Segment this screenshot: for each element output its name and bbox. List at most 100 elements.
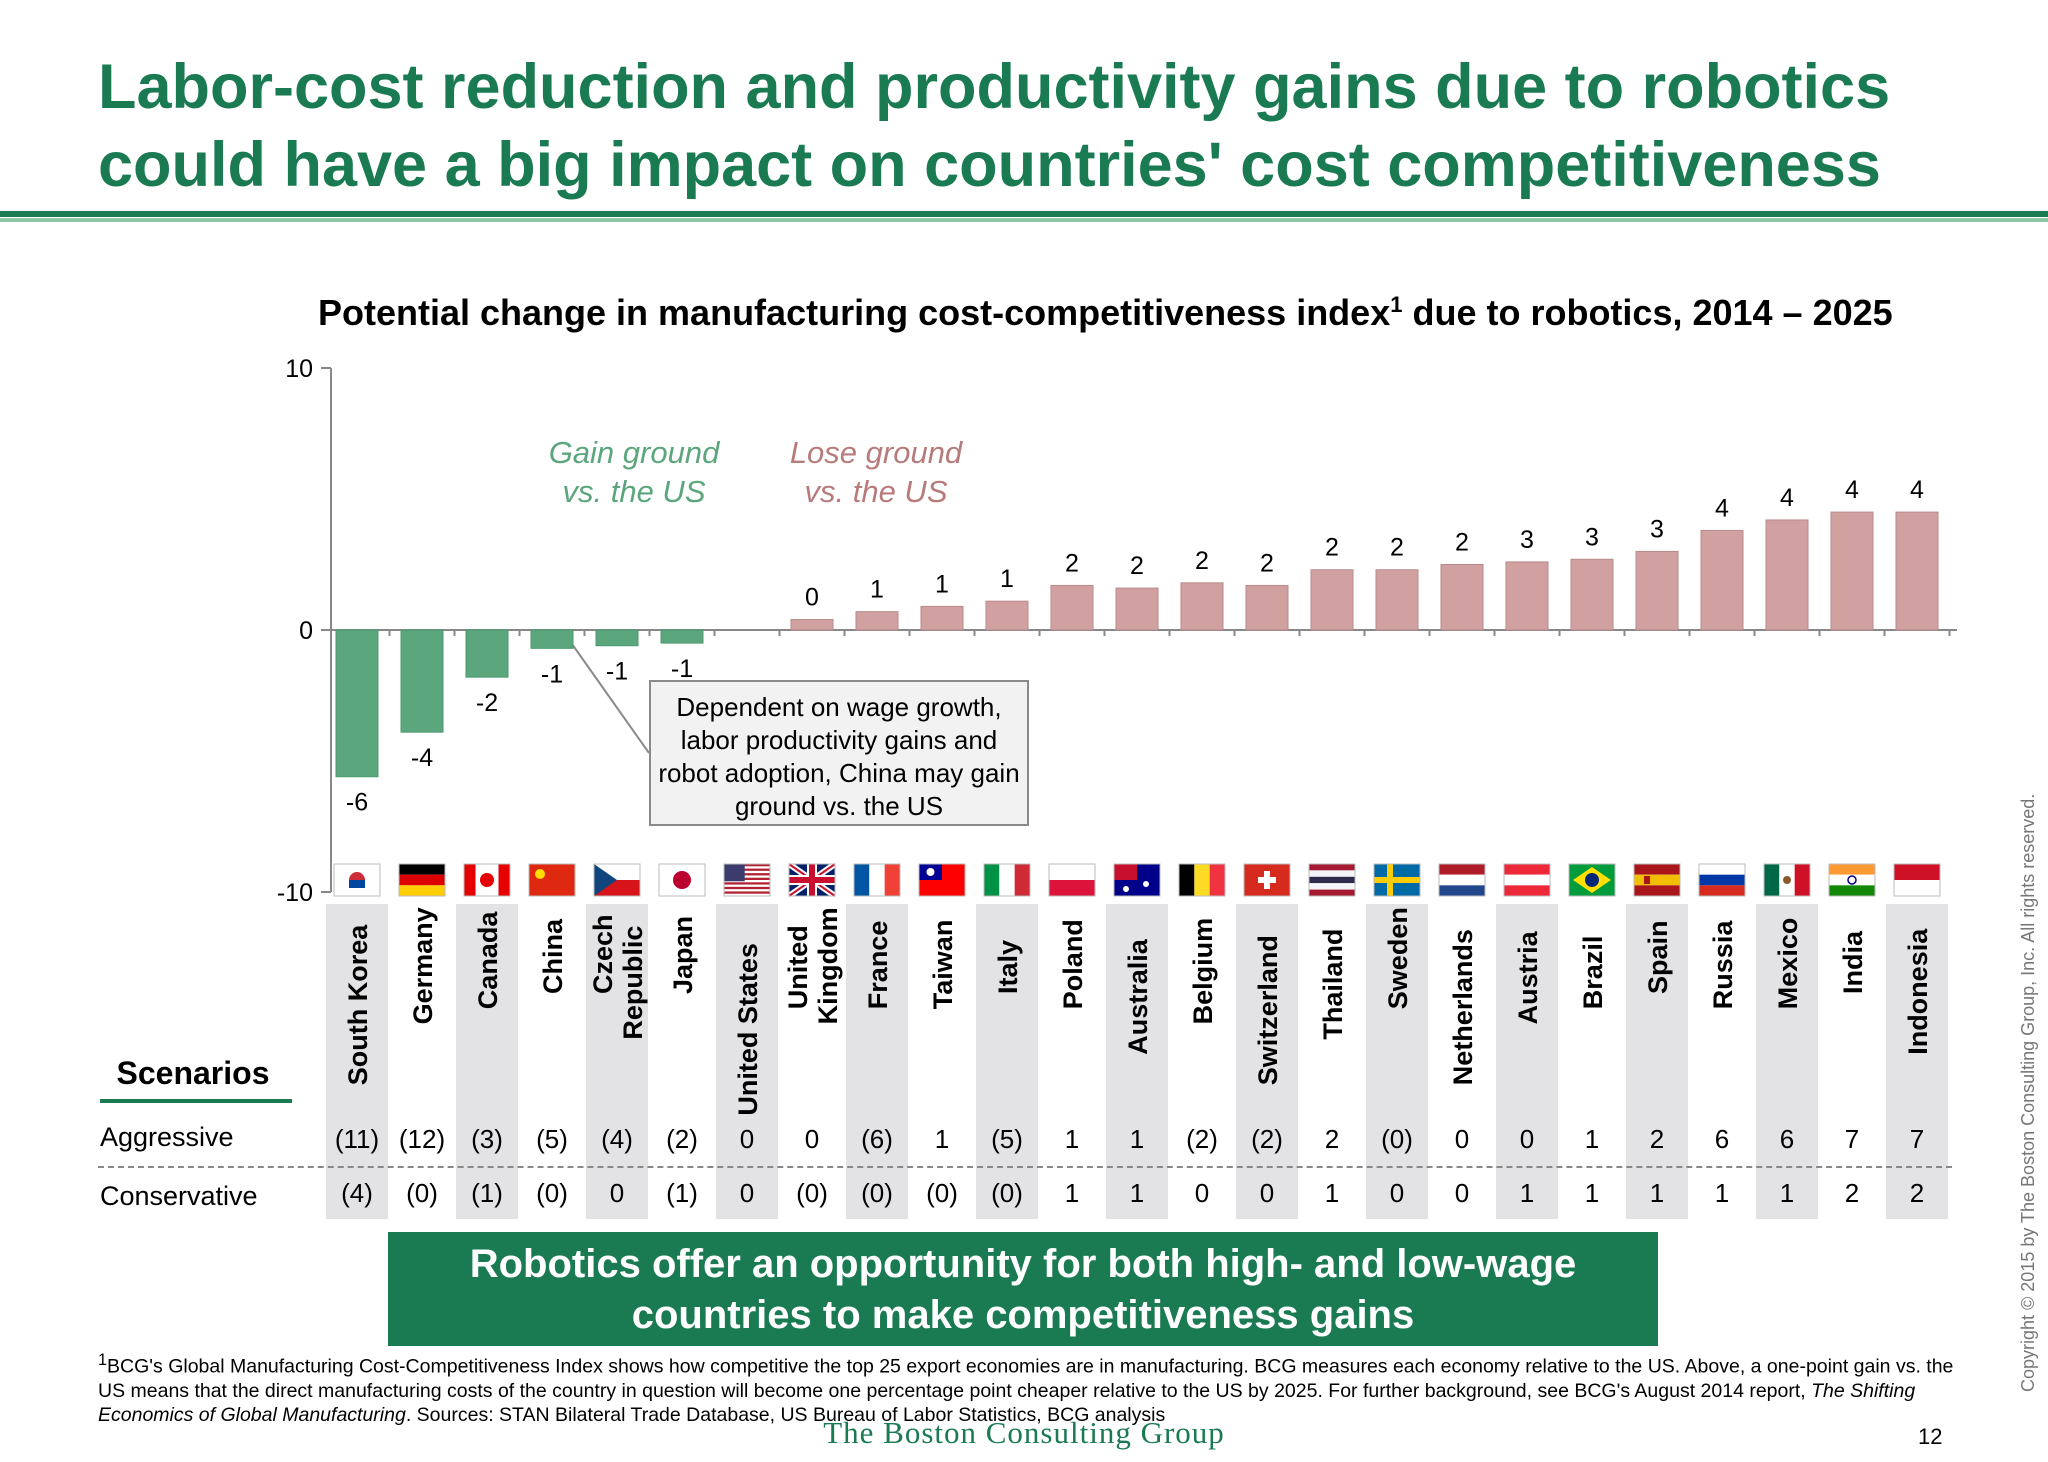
gain-ground-label: Gain ground vs. the US xyxy=(548,435,720,509)
bar-china xyxy=(530,629,574,649)
aggressive-value: (5) xyxy=(536,1124,568,1154)
aggressive-value: 1 xyxy=(1130,1124,1144,1154)
scenarios-rule xyxy=(100,1099,292,1103)
bar-united-kingdom xyxy=(790,619,834,631)
aggressive-value: 1 xyxy=(935,1124,949,1154)
canada-flag-icon xyxy=(463,863,511,897)
bar-value-label: -1 xyxy=(606,658,628,686)
bar-value-label: 1 xyxy=(1000,565,1014,593)
footnote-marker: 1 xyxy=(98,1351,108,1369)
bar-value-label: -2 xyxy=(476,689,498,717)
chart-title: Potential change in manufacturing cost-c… xyxy=(318,292,2038,334)
bar-australia xyxy=(1115,587,1159,631)
sweden-flag-icon xyxy=(1373,863,1421,897)
bar-brazil xyxy=(1570,558,1614,631)
bar-austria xyxy=(1505,561,1549,631)
lose-ground-label: Lose ground vs. the US xyxy=(789,435,963,509)
chart-title-suffix: due to robotics, 2014 – 2025 xyxy=(1402,292,1893,333)
bar-value-label: -1 xyxy=(671,655,693,683)
indonesia-flag-icon xyxy=(1893,863,1941,897)
copyright-notice: Copyright © 2015 by The Boston Consultin… xyxy=(2018,793,2038,1392)
conservative-value: 1 xyxy=(1650,1178,1664,1208)
conservative-value: 0 xyxy=(740,1178,754,1208)
conservative-value: 0 xyxy=(1390,1178,1404,1208)
country-label: Spain xyxy=(1643,920,1673,994)
aggressive-value: 0 xyxy=(740,1124,754,1154)
bar-value-label: -4 xyxy=(411,744,433,772)
aggressive-value: 6 xyxy=(1780,1124,1794,1154)
conservative-value: 1 xyxy=(1130,1178,1144,1208)
conservative-value: 0 xyxy=(1455,1178,1469,1208)
conservative-value: (0) xyxy=(796,1178,828,1208)
bar-thailand xyxy=(1310,569,1354,631)
bar-czech-republic xyxy=(595,629,639,647)
country-label: Indonesia xyxy=(1903,928,1933,1055)
conservative-value: 1 xyxy=(1585,1178,1599,1208)
bar-value-label: 4 xyxy=(1845,476,1859,504)
conservative-value: (1) xyxy=(666,1178,698,1208)
bcg-logo: The Boston Consulting Group xyxy=(823,1415,1225,1450)
aggressive-value: (5) xyxy=(991,1124,1023,1154)
bar-poland xyxy=(1050,584,1094,631)
y-tick-label: -10 xyxy=(277,879,313,907)
country-label: Switzerland xyxy=(1253,935,1283,1085)
bar-value-label: 4 xyxy=(1910,476,1924,504)
aggressive-value: 2 xyxy=(1325,1124,1339,1154)
country-label: France xyxy=(863,921,893,1010)
austria-flag-icon xyxy=(1503,863,1551,897)
scenarios-title: Scenarios xyxy=(116,1055,270,1091)
country-label: Japan xyxy=(668,916,698,994)
bar-value-label: 1 xyxy=(870,576,884,604)
bar-value-label: 1 xyxy=(935,570,949,598)
switzerland-flag-icon xyxy=(1243,863,1291,897)
aggressive-row-label: Aggressive xyxy=(100,1122,234,1152)
bar-value-label: 2 xyxy=(1065,549,1079,577)
footnote-text: BCG's Global Manufacturing Cost-Competit… xyxy=(98,1355,1954,1402)
bar-value-label: 2 xyxy=(1455,529,1469,557)
bar-sweden xyxy=(1375,569,1419,631)
footnote-sources: . Sources: STAN Bilateral Trade Database… xyxy=(405,1403,1166,1426)
bar-value-label: 2 xyxy=(1325,534,1339,562)
country-label: Poland xyxy=(1058,919,1088,1009)
callout-leader xyxy=(571,643,650,754)
country-label: South Korea xyxy=(343,924,373,1085)
japan-flag-icon xyxy=(658,863,706,897)
bar-value-label: -1 xyxy=(541,660,563,688)
aggressive-value: (6) xyxy=(861,1124,893,1154)
country-label: Thailand xyxy=(1318,929,1348,1040)
aggressive-value: 0 xyxy=(1455,1124,1469,1154)
country-label: Taiwan xyxy=(928,920,958,1010)
bar-spain xyxy=(1635,550,1679,631)
germany-flag-icon xyxy=(398,863,446,897)
conservative-value: (0) xyxy=(926,1178,958,1208)
thailand-flag-icon xyxy=(1308,863,1356,897)
bar-mexico xyxy=(1765,519,1809,631)
bar-value-label: 0 xyxy=(805,584,819,612)
brazil-flag-icon xyxy=(1568,863,1616,897)
aggressive-value: 2 xyxy=(1650,1124,1664,1154)
country-label: Netherlands xyxy=(1448,929,1478,1085)
bar-canada xyxy=(465,629,509,678)
bar-switzerland xyxy=(1245,584,1289,631)
china-flag-icon xyxy=(528,863,576,897)
aggressive-value: (11) xyxy=(335,1124,379,1154)
bar-value-label: 2 xyxy=(1390,534,1404,562)
conservative-value: 1 xyxy=(1325,1178,1339,1208)
y-tick-label: 10 xyxy=(285,355,313,383)
spain-flag-icon xyxy=(1633,863,1681,897)
aggressive-value: 1 xyxy=(1065,1124,1079,1154)
bar-belgium xyxy=(1180,582,1224,631)
bar-value-label: 2 xyxy=(1260,549,1274,577)
country-label: Republic xyxy=(618,926,648,1040)
conservative-row-label: Conservative xyxy=(100,1181,258,1211)
country-label: United States xyxy=(733,943,763,1116)
country-label: United xyxy=(783,925,813,1009)
title-rule xyxy=(0,211,2048,217)
conservative-value: (1) xyxy=(471,1178,503,1208)
bar-japan xyxy=(660,629,704,644)
bar-india xyxy=(1830,511,1874,631)
conservative-value: 2 xyxy=(1845,1178,1859,1208)
bar-value-label: 3 xyxy=(1520,526,1534,554)
country-label: Italy xyxy=(993,940,1023,994)
aggressive-value: (0) xyxy=(1381,1124,1413,1154)
